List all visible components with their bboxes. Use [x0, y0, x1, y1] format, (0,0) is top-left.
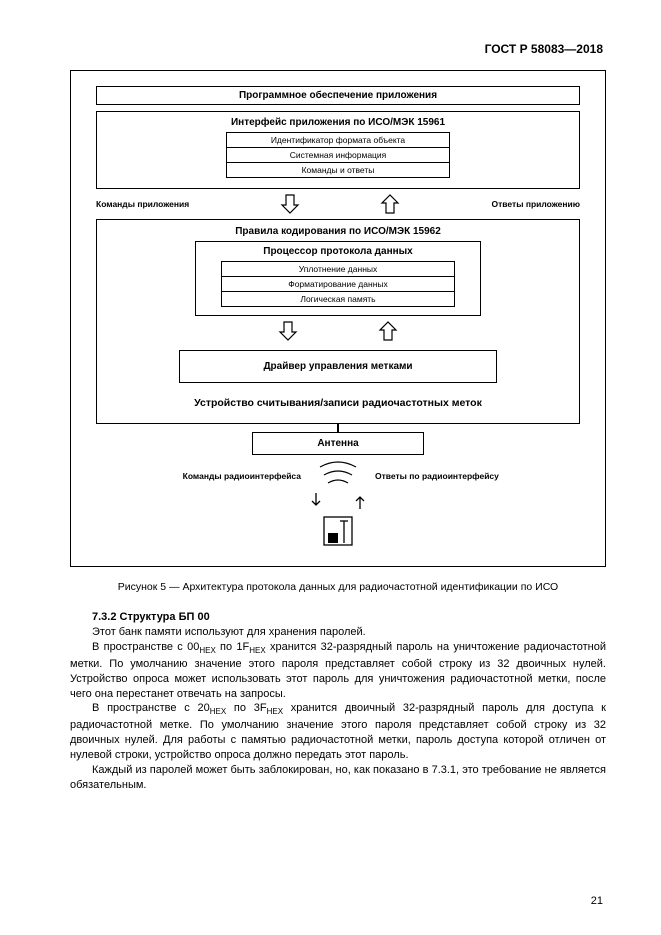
arrow-up-icon — [380, 193, 400, 215]
coding-group: Правила кодирования по ИСО/МЭК 15962 Про… — [96, 219, 580, 424]
app-interface-group: Интерфейс приложения по ИСО/МЭК 15961 Ид… — [96, 111, 580, 189]
tag-driver-box: Драйвер управления метками — [179, 350, 498, 383]
app-cmd-label: Команды приложения — [96, 199, 189, 209]
list-item: Логическая память — [222, 291, 454, 306]
reader-label: Устройство считывания/записи радиочастот… — [107, 387, 569, 413]
proc-arrow-row — [107, 320, 569, 342]
processor-group: Процессор протокола данных Уплотнение да… — [195, 241, 481, 316]
radio-resp-label: Ответы по радиоинтерфейсу — [375, 471, 580, 481]
page-number: 21 — [591, 895, 603, 907]
processor-title: Процессор протокола данных — [221, 246, 455, 257]
app-resp-label: Ответы приложению — [492, 199, 580, 209]
app-interface-list: Идентификатор формата объекта Системная … — [226, 132, 449, 178]
paragraph-2: В пространстве с 00HEX по 1FHEX хранится… — [70, 640, 606, 702]
arrow-down-icon — [280, 193, 300, 215]
rfid-tag-icon — [318, 511, 358, 551]
doc-code: ГОСТ Р 58083—2018 — [485, 42, 603, 56]
list-item: Идентификатор формата объекта — [227, 133, 448, 147]
arrow-up-small-icon — [353, 491, 367, 511]
list-item: Уплотнение данных — [222, 262, 454, 276]
connector-line — [337, 424, 339, 432]
list-item: Системная информация — [227, 147, 448, 162]
paragraph-3: В пространстве с 20HEX по 3FHEX хранится… — [70, 701, 606, 763]
coding-title: Правила кодирования по ИСО/МЭК 15962 — [107, 226, 569, 241]
app-interface-title: Интерфейс приложения по ИСО/МЭК 15961 — [137, 117, 539, 128]
arrow-down-small-icon — [309, 491, 323, 511]
app-software-box: Программное обеспечение приложения — [96, 86, 580, 105]
radio-arrow-row — [309, 491, 367, 511]
radio-row: Команды радиоинтерфейса Ответы по радиои… — [96, 461, 580, 491]
section-title: 7.3.2 Структура БП 00 — [70, 611, 606, 623]
app-arrow-row: Команды приложения Ответы приложению — [96, 193, 580, 215]
list-item: Команды и ответы — [227, 162, 448, 177]
antenna-box: Антенна — [252, 432, 424, 455]
arrow-up-icon — [378, 320, 398, 342]
radio-cmd-label: Команды радиоинтерфейса — [96, 471, 301, 481]
figure-caption: Рисунок 5 — Архитектура протокола данных… — [70, 581, 606, 593]
list-item: Форматирование данных — [222, 276, 454, 291]
radio-waves-icon — [316, 461, 360, 491]
paragraph-1: Этот банк памяти используют для хранения… — [70, 625, 606, 640]
arrow-down-icon — [278, 320, 298, 342]
figure-5: Программное обеспечение приложения Интер… — [70, 70, 606, 567]
processor-list: Уплотнение данных Форматирование данных … — [221, 261, 455, 307]
paragraph-4: Каждый из паролей может быть заблокирова… — [70, 763, 606, 793]
